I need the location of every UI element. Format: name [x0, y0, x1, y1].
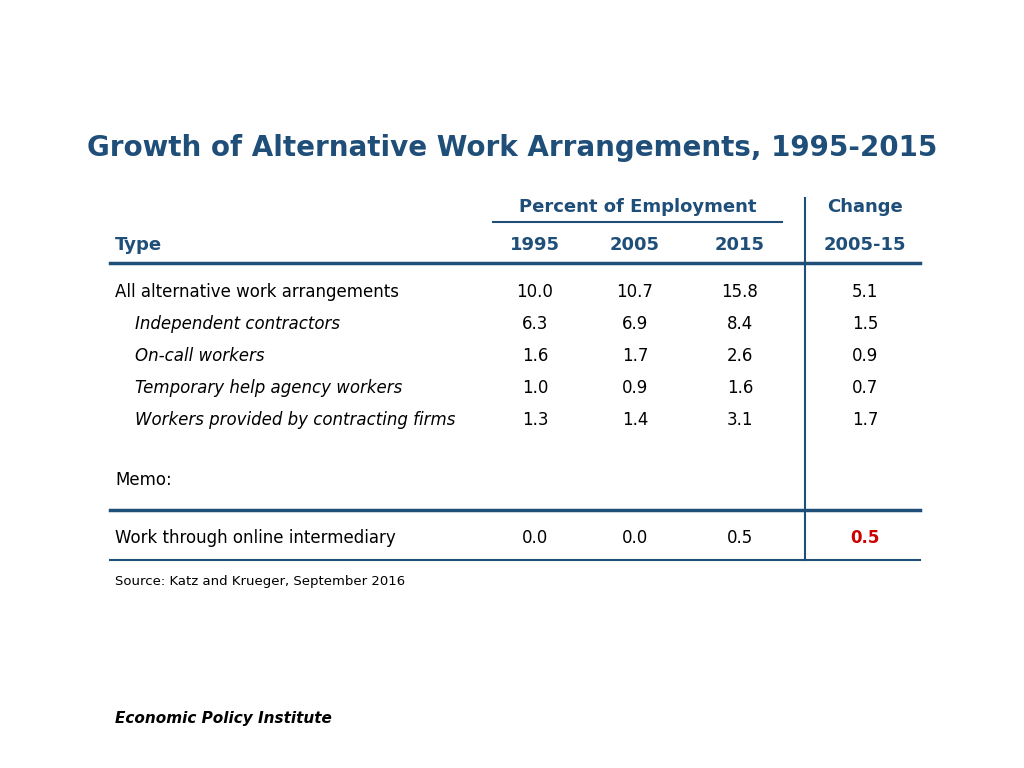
- Text: Change: Change: [827, 198, 903, 216]
- Text: 8.4: 8.4: [727, 315, 753, 333]
- Text: 0.0: 0.0: [522, 529, 548, 547]
- Text: 0.5: 0.5: [727, 529, 753, 547]
- Text: 3.1: 3.1: [727, 411, 754, 429]
- Text: 0.9: 0.9: [622, 379, 648, 397]
- Text: 0.0: 0.0: [622, 529, 648, 547]
- Text: 6.9: 6.9: [622, 315, 648, 333]
- Text: Temporary help agency workers: Temporary help agency workers: [135, 379, 402, 397]
- Text: 1.6: 1.6: [727, 379, 754, 397]
- Text: 1.5: 1.5: [852, 315, 879, 333]
- Text: Independent contractors: Independent contractors: [135, 315, 340, 333]
- Text: 15.8: 15.8: [722, 283, 759, 301]
- Text: 5.1: 5.1: [852, 283, 879, 301]
- Text: 1.6: 1.6: [522, 347, 548, 365]
- Text: On-call workers: On-call workers: [135, 347, 264, 365]
- Text: Memo:: Memo:: [115, 471, 172, 489]
- Text: 1995: 1995: [510, 236, 560, 254]
- Text: Economic Policy Institute: Economic Policy Institute: [115, 710, 332, 726]
- Text: Percent of Employment: Percent of Employment: [519, 198, 757, 216]
- Text: Workers provided by contracting firms: Workers provided by contracting firms: [135, 411, 456, 429]
- Text: 6.3: 6.3: [522, 315, 548, 333]
- Text: 2005: 2005: [610, 236, 660, 254]
- Text: Work through online intermediary: Work through online intermediary: [115, 529, 395, 547]
- Text: 1.4: 1.4: [622, 411, 648, 429]
- Text: 0.5: 0.5: [850, 529, 880, 547]
- Text: 10.7: 10.7: [616, 283, 653, 301]
- Text: 1.3: 1.3: [522, 411, 548, 429]
- Text: 1.7: 1.7: [622, 347, 648, 365]
- Text: All alternative work arrangements: All alternative work arrangements: [115, 283, 399, 301]
- Text: 1.7: 1.7: [852, 411, 879, 429]
- Text: 0.9: 0.9: [852, 347, 879, 365]
- Text: 2015: 2015: [715, 236, 765, 254]
- Text: 2.6: 2.6: [727, 347, 754, 365]
- Text: Type: Type: [115, 236, 162, 254]
- Text: 10.0: 10.0: [516, 283, 553, 301]
- Text: 1.0: 1.0: [522, 379, 548, 397]
- Text: 2005-15: 2005-15: [823, 236, 906, 254]
- Text: 0.7: 0.7: [852, 379, 879, 397]
- Text: Source: Katz and Krueger, September 2016: Source: Katz and Krueger, September 2016: [115, 575, 406, 588]
- Text: Growth of Alternative Work Arrangements, 1995-2015: Growth of Alternative Work Arrangements,…: [87, 134, 937, 162]
